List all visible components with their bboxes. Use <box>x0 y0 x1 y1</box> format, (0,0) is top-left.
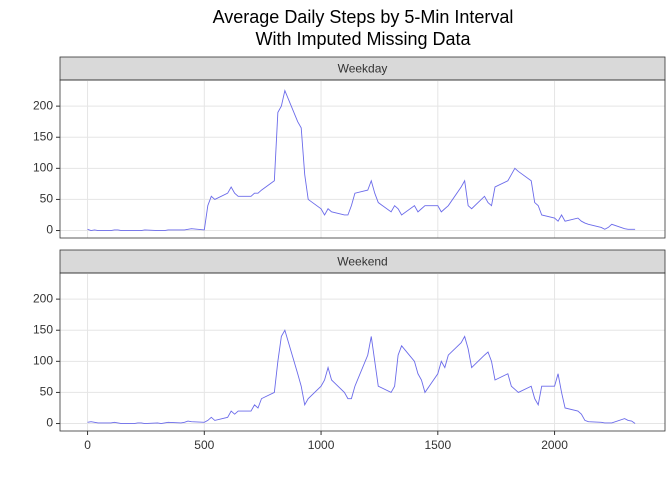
data-line <box>87 89 636 232</box>
y-tick-label: 200 <box>33 98 53 112</box>
y-tick-label: 50 <box>40 385 54 399</box>
y-tick-label: 0 <box>46 416 53 430</box>
y-tick-label: 150 <box>33 322 53 336</box>
x-tick-label: 0 <box>84 438 91 452</box>
x-tick-label: 1000 <box>308 438 335 452</box>
y-tick-label: 100 <box>33 161 53 175</box>
data-line <box>87 329 636 424</box>
y-tick-label: 100 <box>33 354 53 368</box>
y-tick-label: 50 <box>40 192 54 206</box>
x-tick-label: 500 <box>194 438 214 452</box>
y-tick-label: 200 <box>33 291 53 305</box>
chart-title: With Imputed Missing Data <box>255 29 471 49</box>
panel-border <box>59 272 666 432</box>
strip-label: Weekend <box>337 255 387 269</box>
panel-border <box>59 79 666 239</box>
strip-label: Weekday <box>338 62 388 76</box>
x-tick-label: 2000 <box>541 438 568 452</box>
y-tick-label: 150 <box>33 129 53 143</box>
y-tick-label: 0 <box>46 223 53 237</box>
chart-title: Average Daily Steps by 5-Min Interval <box>213 7 514 27</box>
x-tick-label: 1500 <box>424 438 451 452</box>
